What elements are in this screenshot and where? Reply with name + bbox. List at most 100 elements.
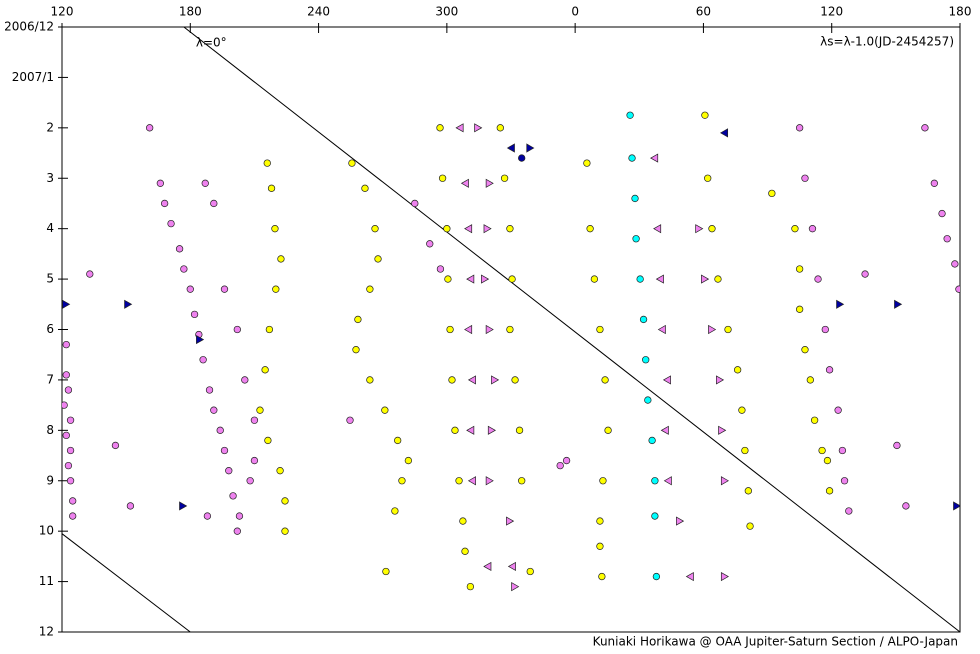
y-tick-label: 4	[46, 221, 54, 235]
y-tick-label: 6	[46, 322, 54, 336]
data-point	[508, 275, 516, 283]
data-point	[485, 476, 494, 486]
data-point	[448, 376, 456, 384]
data-point	[506, 516, 515, 526]
data-point	[467, 375, 476, 385]
x-tick-label: 120	[51, 5, 74, 19]
data-point	[714, 275, 722, 283]
y-tick-label: 7	[46, 372, 54, 386]
data-point	[596, 517, 604, 525]
data-point	[446, 325, 454, 334]
data-point	[791, 225, 799, 233]
data-point	[601, 376, 609, 384]
data-point	[201, 179, 209, 187]
data-point	[241, 376, 249, 384]
data-point	[596, 542, 604, 550]
x-tick-label: 120	[820, 5, 843, 19]
data-point	[657, 324, 666, 335]
data-point	[69, 512, 77, 520]
data-point	[632, 235, 640, 243]
data-point	[590, 275, 599, 283]
data-point	[642, 356, 650, 364]
data-point	[953, 501, 960, 511]
data-point	[639, 315, 648, 324]
data-point	[806, 376, 814, 384]
data-point	[660, 425, 669, 435]
data-point	[663, 476, 672, 486]
data-point	[246, 477, 254, 485]
data-point	[276, 467, 284, 475]
data-point	[466, 582, 475, 591]
data-point	[507, 561, 516, 572]
data-point	[746, 522, 754, 530]
data-point	[650, 153, 659, 163]
data-point	[651, 512, 659, 520]
data-point	[366, 376, 374, 384]
y-tick-label: 12	[39, 625, 54, 639]
x-tick-label: 300	[435, 5, 458, 19]
data-point	[264, 436, 272, 445]
data-point	[708, 324, 717, 335]
y-tick-label: 2007/1	[12, 70, 54, 84]
data-point	[506, 225, 514, 233]
data-point	[598, 572, 606, 581]
data-point	[180, 265, 188, 273]
y-tick-label: 5	[46, 272, 54, 286]
data-point	[655, 274, 664, 284]
x-tick-label: 0	[571, 5, 579, 19]
data-point	[481, 274, 490, 284]
data-point	[921, 124, 929, 132]
data-point	[695, 224, 704, 234]
data-point	[701, 111, 709, 119]
reference-line	[62, 533, 191, 632]
data-point	[596, 325, 604, 334]
data-point	[652, 572, 661, 581]
data-point	[718, 425, 727, 435]
data-point	[651, 477, 659, 485]
y-tick-label: 8	[46, 423, 54, 437]
data-point	[160, 199, 169, 208]
data-point	[586, 225, 594, 233]
data-point	[825, 487, 834, 495]
data-point	[506, 325, 514, 334]
data-point	[768, 189, 776, 198]
data-point	[281, 497, 289, 505]
data-point	[795, 124, 804, 132]
credit: Kuniaki Horikawa @ OAA Jupiter-Saturn Se…	[593, 635, 958, 649]
y-tick-label: 2	[46, 120, 54, 134]
data-point	[371, 225, 379, 233]
data-point	[277, 255, 285, 263]
data-point	[894, 299, 903, 309]
data-point	[951, 260, 959, 268]
data-point	[515, 426, 524, 434]
data-point	[235, 512, 244, 520]
data-point	[179, 501, 188, 511]
data-point	[930, 179, 938, 187]
data-point	[190, 310, 199, 319]
data-point	[467, 476, 476, 486]
data-point	[216, 426, 224, 434]
data-point	[265, 325, 274, 334]
data-point	[511, 376, 519, 384]
data-point	[653, 224, 662, 234]
data-point	[250, 416, 259, 424]
plot-area	[62, 27, 960, 632]
data-point	[628, 154, 636, 162]
data-point	[483, 224, 492, 234]
data-point	[599, 477, 607, 485]
data-point	[818, 446, 826, 455]
data-point	[808, 225, 817, 233]
data-point	[511, 582, 520, 592]
data-point	[464, 324, 473, 335]
data-point	[845, 507, 853, 515]
annotation: λs=λ-1.0(JD-2454257)	[820, 35, 954, 49]
data-point	[256, 406, 264, 414]
data-point	[411, 199, 419, 208]
data-point	[382, 567, 390, 576]
data-point	[404, 456, 413, 465]
data-point	[648, 436, 656, 445]
data-point	[444, 275, 452, 283]
data-point	[210, 406, 218, 414]
